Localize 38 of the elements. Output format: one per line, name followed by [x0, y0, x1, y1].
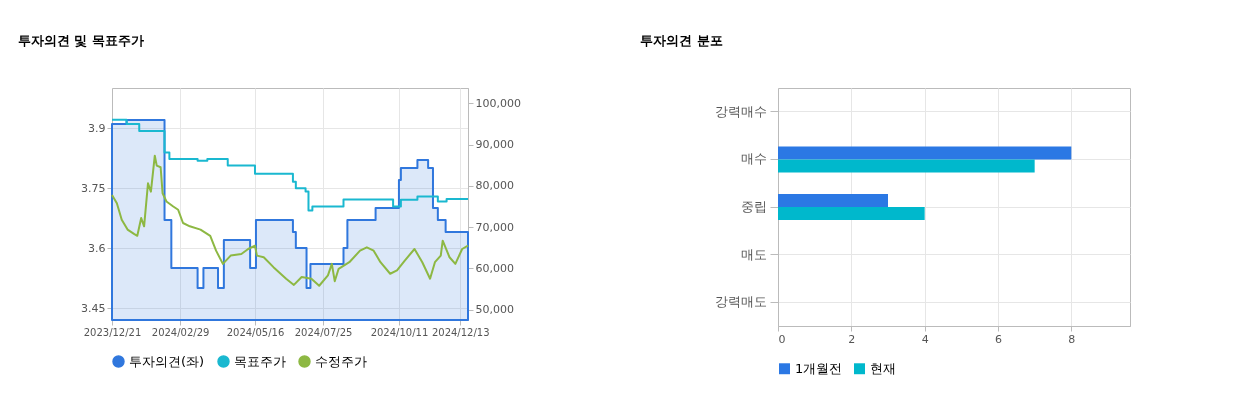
y2-tick-label: 50,000 [475, 303, 514, 317]
y-tick-label: 3.6 [88, 241, 106, 255]
x-tick-label: 2024/02/29 [151, 326, 210, 338]
legend-label: 수정주가 [315, 353, 367, 369]
y-tick-label: 3.45 [81, 301, 106, 315]
y-tick-label: 강력매수 [714, 103, 767, 119]
x-tick-label: 8 [1068, 332, 1076, 346]
legend-label: 투자의견(좌) [129, 353, 205, 369]
bar [778, 146, 1072, 160]
y-tick-label: 3.75 [81, 181, 106, 195]
legend-label: 현재 [870, 360, 896, 376]
y2-tick-label: 60,000 [475, 261, 514, 275]
y-tick-label: 강력매도 [714, 294, 767, 310]
bar [778, 193, 888, 207]
bar [778, 159, 1035, 173]
y-tick-label: 3.9 [88, 121, 106, 135]
x-tick-label: 6 [995, 332, 1002, 346]
y-tick-label: 매수 [740, 151, 767, 167]
x-tick-label: 0 [778, 332, 786, 346]
y-tick-label: 매도 [740, 246, 767, 262]
legend-label: 목표주가 [234, 353, 286, 369]
y2-tick-label: 100,000 [475, 96, 521, 110]
y2-tick-label: 70,000 [475, 220, 514, 234]
y-tick-label: 중립 [740, 199, 767, 214]
x-tick-label: 2 [848, 332, 856, 346]
x-tick-label: 2024/05/16 [226, 326, 285, 338]
y2-tick-label: 90,000 [475, 138, 514, 152]
x-tick-label: 2024/07/25 [294, 326, 353, 338]
chart-title: 투자의견 및 목표주가 [17, 33, 144, 48]
chart-title: 투자의견 분포 [640, 33, 723, 48]
x-tick-label: 2024/10/11 [370, 326, 429, 338]
bar [778, 207, 925, 221]
y2-tick-label: 80,000 [475, 179, 514, 193]
legend-label: 1개월전 [795, 360, 843, 376]
line-series [111, 154, 469, 287]
x-tick-label: 4 [921, 332, 929, 346]
x-tick-label: 2024/12/13 [431, 326, 490, 338]
x-tick-label: 2023/12/21 [83, 326, 142, 338]
